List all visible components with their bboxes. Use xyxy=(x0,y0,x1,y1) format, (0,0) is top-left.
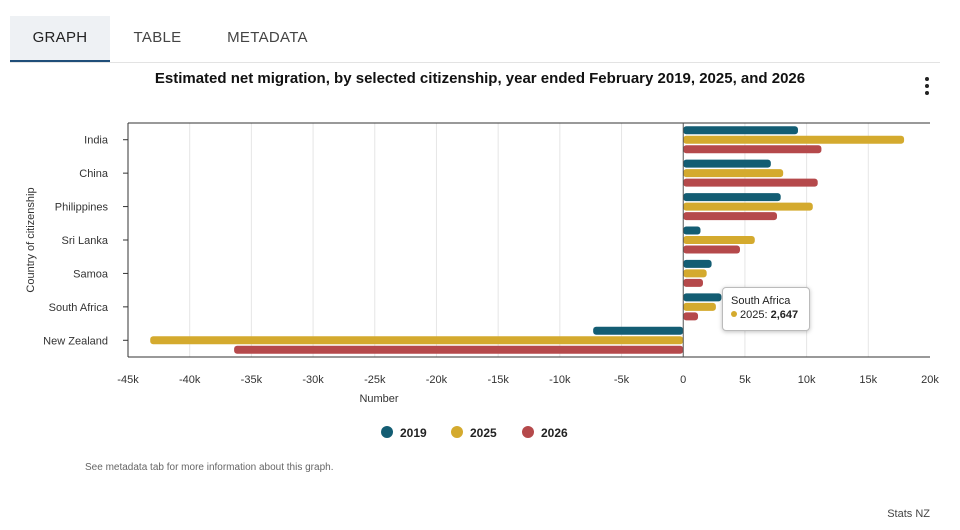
bar[interactable] xyxy=(683,202,813,211)
bar[interactable] xyxy=(683,178,818,187)
tooltip-series: 2025 xyxy=(740,309,765,321)
bar[interactable] xyxy=(683,278,703,287)
legend-dot-2025 xyxy=(451,426,463,438)
y-tick-label: South Africa xyxy=(49,302,109,314)
bar[interactable] xyxy=(234,345,684,354)
x-tick-label: -25k xyxy=(364,374,386,386)
bar[interactable] xyxy=(683,269,707,278)
tab-metadata[interactable]: METADATA xyxy=(227,29,308,46)
legend-item-2019[interactable]: 2019 xyxy=(381,423,427,443)
bars xyxy=(150,126,905,354)
x-tick-label: -10k xyxy=(549,374,571,386)
y-tick-label: China xyxy=(79,168,109,180)
bar[interactable] xyxy=(683,293,722,302)
legend-dot-2019 xyxy=(381,426,393,438)
legend-item-2025[interactable]: 2025 xyxy=(451,423,497,443)
axis-labels: -45k -40k -35k -30k -25k -20k -15k -10k -5k 0 5k 10… xyxy=(25,135,939,405)
y-tick-label: New Zealand xyxy=(43,335,108,347)
chart-title: Estimated net migration, by selected cit… xyxy=(154,70,806,87)
y-tick-label: Samoa xyxy=(73,268,109,280)
tooltip-series-dot xyxy=(731,311,737,317)
x-tick-label: -30k xyxy=(302,374,324,386)
bar[interactable] xyxy=(150,336,684,345)
bar[interactable] xyxy=(683,302,716,311)
bar[interactable] xyxy=(683,145,822,154)
bar[interactable] xyxy=(683,259,712,268)
tooltip: South Africa 2025: 2,647 xyxy=(722,287,810,331)
x-tick-label: -40k xyxy=(179,374,201,386)
bar[interactable] xyxy=(683,135,905,144)
tab-bar: GRAPH TABLE METADATA xyxy=(10,16,940,63)
y-axis-title: Country of citizenship xyxy=(25,187,37,292)
x-tick-label: 15k xyxy=(859,374,877,386)
x-tick-label: 5k xyxy=(739,374,751,386)
y-tick-label: India xyxy=(84,135,109,147)
y-tick-label: Philippines xyxy=(55,202,109,214)
legend-item-2026[interactable]: 2026 xyxy=(522,423,568,443)
kebab-menu-icon[interactable] xyxy=(921,76,933,96)
source-credit[interactable]: Stats NZ xyxy=(887,508,930,520)
y-tick-label: Sri Lanka xyxy=(62,235,109,247)
x-tick-label: 20k xyxy=(921,374,939,386)
legend-label-2025: 2025 xyxy=(470,426,497,440)
bar[interactable] xyxy=(683,126,798,135)
x-tick-label: -35k xyxy=(241,374,263,386)
x-tick-label: -15k xyxy=(487,374,509,386)
x-tick-label: -20k xyxy=(426,374,448,386)
bar[interactable] xyxy=(683,193,781,202)
tab-graph[interactable]: GRAPH xyxy=(10,16,110,62)
bar[interactable] xyxy=(683,226,701,235)
footnote: See metadata tab for more information ab… xyxy=(85,462,334,473)
bar[interactable] xyxy=(683,236,755,244)
bar[interactable] xyxy=(683,245,740,254)
bar[interactable] xyxy=(683,169,784,178)
x-tick-label: 0 xyxy=(680,374,686,386)
legend-label-2026: 2026 xyxy=(541,426,568,440)
tooltip-value: 2,647 xyxy=(770,309,799,321)
x-tick-label: -45k xyxy=(117,374,139,386)
bar[interactable] xyxy=(683,159,771,168)
x-axis-title: Number xyxy=(359,393,398,405)
legend: 2019 2025 2026 xyxy=(0,423,960,443)
axes xyxy=(123,122,930,358)
legend-label-2019: 2019 xyxy=(400,426,427,440)
tooltip-title: South Africa xyxy=(731,295,791,307)
bar[interactable] xyxy=(683,312,699,321)
tab-table[interactable]: TABLE xyxy=(133,29,182,46)
x-tick-label: 10k xyxy=(798,374,816,386)
x-tick-label: -5k xyxy=(614,374,630,386)
bar[interactable] xyxy=(593,326,684,335)
tooltip-row: 2025: 2,647 xyxy=(731,309,798,321)
bar[interactable] xyxy=(683,212,778,221)
chart-area: -45k -40k -35k -30k -25k -20k -15k -10k -5k 0 5k 10… xyxy=(25,122,939,405)
legend-dot-2026 xyxy=(522,426,534,438)
